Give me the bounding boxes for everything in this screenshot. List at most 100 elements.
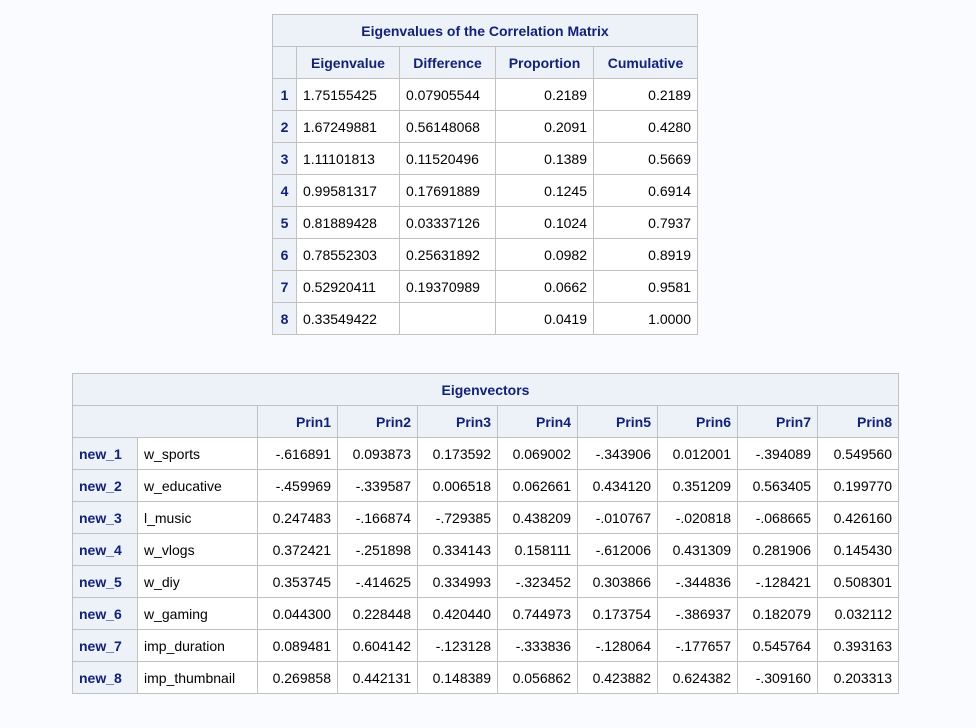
column-header-difference: Difference [399,46,496,79]
empty-corner-cell [72,405,258,438]
loading-cell: -.068665 [737,501,818,534]
eigenvalue-cell: 1.75155425 [296,78,400,111]
column-header-eigenvalue: Eigenvalue [296,46,400,79]
eigenvalues-title: Eigenvalues of the Correlation Matrix [272,14,698,47]
loading-cell: 0.281906 [737,533,818,566]
eigenvalues-table: Eigenvalues of the Correlation Matrix Ei… [272,14,698,335]
eigenvalue-cell: 0.52920411 [296,270,400,303]
column-header-prin6: Prin6 [657,405,738,438]
variable-id: new_5 [72,565,138,598]
loading-cell: 0.303866 [577,565,658,598]
difference-cell: 0.19370989 [399,270,496,303]
loading-cell: 0.353745 [257,565,338,598]
loading-cell: 0.269858 [257,661,338,694]
loading-cell: -.020818 [657,501,738,534]
proportion-cell: 0.0662 [495,270,594,303]
loading-cell: 0.199770 [817,469,899,502]
loading-cell: 0.173754 [577,597,658,630]
column-header-prin8: Prin8 [817,405,899,438]
eigenvalue-row: 8 0.33549422 0.0419 1.0000 [272,302,698,335]
variable-label: imp_duration [137,629,258,662]
loading-cell: 0.624382 [657,661,738,694]
proportion-cell: 0.2091 [495,110,594,143]
variable-id: new_7 [72,629,138,662]
loading-cell: 0.032112 [817,597,899,630]
proportion-cell: 0.1024 [495,206,594,239]
variable-id: new_4 [72,533,138,566]
eigenvectors-title: Eigenvectors [72,373,899,406]
variable-id: new_2 [72,469,138,502]
cumulative-cell: 0.9581 [593,270,698,303]
eigenvector-row: new_4 w_vlogs 0.372421 -.251898 0.334143 0.15… [72,533,899,566]
proportion-cell: 0.1389 [495,142,594,175]
loading-cell: -.177657 [657,629,738,662]
eigenvector-row: new_2 w_educative -.459969 -.339587 0.006518… [72,469,899,502]
loading-cell: -.612006 [577,533,658,566]
loading-cell: -.128064 [577,629,658,662]
eigenvector-row: new_3 l_music 0.247483 -.166874 -.729385 0.43… [72,501,899,534]
eigenvalue-row: 2 1.67249881 0.56148068 0.2091 0.4280 [272,110,698,143]
loading-cell: 0.604142 [337,629,418,662]
eigenvalue-row: 5 0.81889428 0.03337126 0.1024 0.7937 [272,206,698,239]
loading-cell: 0.173592 [417,437,498,470]
cumulative-cell: 0.5669 [593,142,698,175]
row-number: 2 [272,110,297,143]
loading-cell: 0.006518 [417,469,498,502]
cumulative-cell: 0.4280 [593,110,698,143]
loading-cell: 0.420440 [417,597,498,630]
cumulative-cell: 1.0000 [593,302,698,335]
row-number: 7 [272,270,297,303]
loading-cell: 0.563405 [737,469,818,502]
variable-label: w_vlogs [137,533,258,566]
loading-cell: 0.044300 [257,597,338,630]
difference-cell: 0.11520496 [399,142,496,175]
loading-cell: -.343906 [577,437,658,470]
cumulative-cell: 0.8919 [593,238,698,271]
variable-label: w_sports [137,437,258,470]
loading-cell: -.394089 [737,437,818,470]
loading-cell: 0.334993 [417,565,498,598]
eigenvector-row: new_1 w_sports -.616891 0.093873 0.173592 0.0… [72,437,899,470]
loading-cell: 0.434120 [577,469,658,502]
loading-cell: 0.393163 [817,629,899,662]
variable-id: new_6 [72,597,138,630]
column-header-prin7: Prin7 [737,405,818,438]
loading-cell: 0.431309 [657,533,738,566]
loading-cell: 0.334143 [417,533,498,566]
variable-label: w_diy [137,565,258,598]
cumulative-cell: 0.7937 [593,206,698,239]
proportion-cell: 0.1245 [495,174,594,207]
loading-cell: -.010767 [577,501,658,534]
variable-id: new_3 [72,501,138,534]
row-number: 4 [272,174,297,207]
loading-cell: 0.744973 [497,597,578,630]
difference-cell: 0.07905544 [399,78,496,111]
loading-cell: 0.423882 [577,661,658,694]
eigenvector-row: new_7 imp_duration 0.089481 0.604142 -.12312… [72,629,899,662]
variable-label: imp_thumbnail [137,661,258,694]
loading-cell: 0.089481 [257,629,338,662]
loading-cell: -.616891 [257,437,338,470]
loading-cell: -.309160 [737,661,818,694]
loading-cell: 0.228448 [337,597,418,630]
difference-cell: 0.25631892 [399,238,496,271]
loading-cell: -.333836 [497,629,578,662]
eigenvector-row: new_5 w_diy 0.353745 -.414625 0.334993 -.3234… [72,565,899,598]
variable-id: new_1 [72,437,138,470]
eigenvalue-cell: 0.81889428 [296,206,400,239]
row-number: 8 [272,302,297,335]
column-header-prin5: Prin5 [577,405,658,438]
loading-cell: 0.372421 [257,533,338,566]
eigenvector-row: new_8 imp_thumbnail 0.269858 0.442131 0.1483… [72,661,899,694]
eigenvalue-row: 1 1.75155425 0.07905544 0.2189 0.2189 [272,78,698,111]
proportion-cell: 0.0982 [495,238,594,271]
eigenvector-row: new_6 w_gaming 0.044300 0.228448 0.420440 0.7… [72,597,899,630]
eigenvalue-cell: 1.67249881 [296,110,400,143]
difference-cell [399,302,496,335]
variable-label: w_gaming [137,597,258,630]
eigenvalue-cell: 0.99581317 [296,174,400,207]
loading-cell: 0.247483 [257,501,338,534]
eigenvalue-row: 4 0.99581317 0.17691889 0.1245 0.6914 [272,174,698,207]
row-number: 3 [272,142,297,175]
loading-cell: 0.062661 [497,469,578,502]
